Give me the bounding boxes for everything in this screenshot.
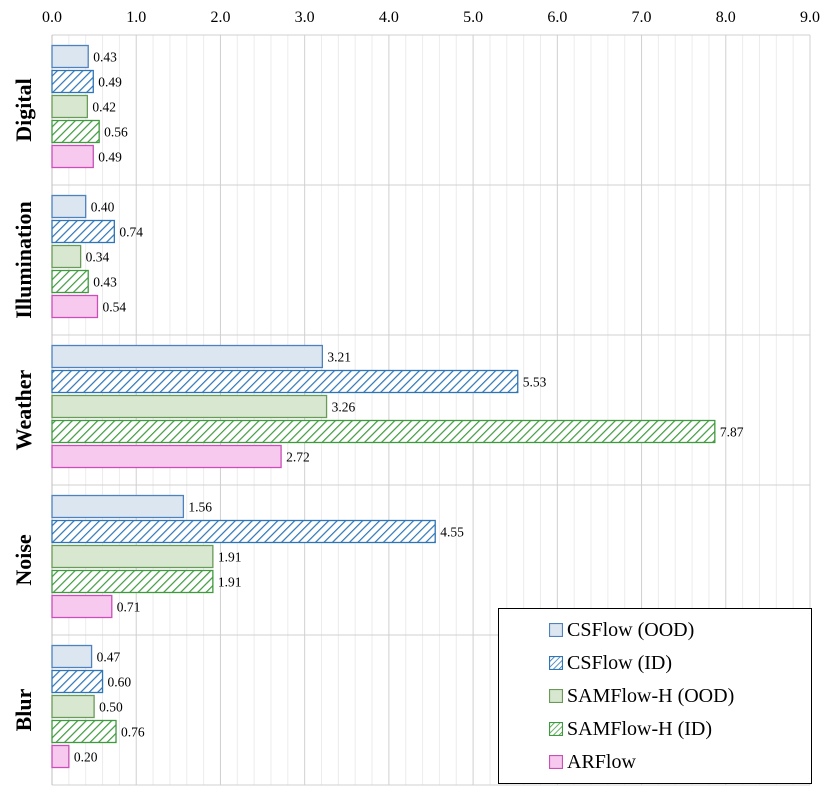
value-label: 0.56 xyxy=(104,125,128,140)
value-label: 0.43 xyxy=(93,50,117,65)
x-tick-label: 9.0 xyxy=(800,9,820,26)
bar-digital-series-2 xyxy=(51,94,89,119)
bar-noise-series-0 xyxy=(51,494,185,519)
bar-digital-series-3 xyxy=(51,119,100,144)
legend-swatch-csflow-id xyxy=(549,656,563,670)
value-label: 3.26 xyxy=(332,400,356,415)
bar-noise-series-3 xyxy=(51,569,214,594)
bar-weather-series-2 xyxy=(51,394,328,419)
value-label: 1.91 xyxy=(218,575,242,590)
legend-label-csflow-ood: CSFlow (OOD) xyxy=(567,618,695,641)
bar-weather-series-1 xyxy=(51,369,519,394)
x-tick-label: 4.0 xyxy=(379,9,399,26)
value-label: 0.34 xyxy=(86,250,110,265)
bar-blur-series-3 xyxy=(51,719,117,744)
x-tick-label: 2.0 xyxy=(210,9,230,26)
value-label: 0.40 xyxy=(91,200,115,215)
legend-label-samflow-h-ood: SAMFlow-H (OOD) xyxy=(567,684,735,707)
bar-digital-series-0 xyxy=(51,44,89,69)
legend-swatch-arflow xyxy=(549,755,563,769)
bar-blur-series-0 xyxy=(51,644,93,669)
bar-illumination-series-3 xyxy=(51,269,89,294)
value-label: 0.49 xyxy=(98,75,122,90)
bar-illumination-series-4 xyxy=(51,294,99,319)
bar-blur-series-2 xyxy=(51,694,95,719)
bar-illumination-series-2 xyxy=(51,244,82,269)
bar-noise-series-4 xyxy=(51,594,113,619)
legend-swatch-samflow-h-id xyxy=(549,722,563,736)
bar-illumination-series-1 xyxy=(51,219,115,244)
legend-swatch-samflow-h-ood xyxy=(549,689,563,703)
legend-label-samflow-h-id: SAMFlow-H (ID) xyxy=(567,717,712,740)
x-tick-label: 0.0 xyxy=(42,9,62,26)
x-axis-ticks: 0.0 1.0 2.0 3.0 4.0 5.0 6.0 7.0 8.0 9.0 xyxy=(42,9,820,26)
value-label: 5.53 xyxy=(523,375,547,390)
value-label: 0.20 xyxy=(74,750,98,765)
legend-item-csflow-ood: CSFlow (OOD) xyxy=(549,617,694,643)
legend-item-samflow-h-id: SAMFlow-H (ID) xyxy=(549,716,712,742)
value-label: 0.74 xyxy=(119,225,143,240)
bar-weather-series-0 xyxy=(51,344,324,369)
legend-item-csflow-id: CSFlow (ID) xyxy=(549,650,672,676)
x-tick-label: 3.0 xyxy=(295,9,315,26)
category-label-blur: Blur xyxy=(11,688,36,731)
bar-digital-series-4 xyxy=(51,144,94,169)
legend-item-samflow-h-ood: SAMFlow-H (OOD) xyxy=(549,683,734,709)
category-label-illumination: Illumination xyxy=(11,201,36,318)
legend-item-arflow: ARFlow xyxy=(549,749,636,775)
legend-label-arflow: ARFlow xyxy=(567,750,636,773)
category-label-weather: Weather xyxy=(11,369,36,450)
value-label: 0.43 xyxy=(93,275,117,290)
category-label-digital: Digital xyxy=(11,78,36,142)
value-labels: 0.43 0.49 0.42 0.56 0.49 0.40 0.74 0.34 0.43 0.54… xyxy=(74,50,744,765)
bars xyxy=(51,44,716,769)
bar-weather-series-4 xyxy=(51,444,282,469)
bar-blur-series-4 xyxy=(51,744,70,769)
legend-label-csflow-id: CSFlow (ID) xyxy=(567,651,673,674)
value-label: 7.87 xyxy=(720,425,744,440)
value-label: 1.56 xyxy=(188,500,212,515)
value-label: 0.47 xyxy=(97,650,121,665)
bar-illumination-series-0 xyxy=(51,194,87,219)
value-label: 2.72 xyxy=(286,450,310,465)
x-tick-label: 5.0 xyxy=(463,9,483,26)
bar-noise-series-2 xyxy=(51,544,214,569)
value-label: 3.21 xyxy=(327,350,351,365)
value-label: 1.91 xyxy=(218,550,242,565)
legend: CSFlow (OOD) CSFlow (ID) SAMFlow-H (OOD)… xyxy=(498,608,812,784)
category-label-noise: Noise xyxy=(11,534,36,586)
x-tick-label: 6.0 xyxy=(547,9,567,26)
bar-blur-series-1 xyxy=(51,669,104,694)
x-tick-label: 8.0 xyxy=(716,9,736,26)
bar-digital-series-1 xyxy=(51,69,94,94)
category-labels: Digital Illumination Weather Noise Blur xyxy=(11,78,36,731)
value-label: 4.55 xyxy=(440,525,464,540)
value-label: 0.60 xyxy=(108,675,132,690)
value-label: 0.54 xyxy=(102,300,126,315)
legend-swatch-csflow-ood xyxy=(549,623,563,637)
value-label: 0.42 xyxy=(92,100,116,115)
bar-noise-series-1 xyxy=(51,519,436,544)
value-label: 0.49 xyxy=(98,150,122,165)
value-label: 0.71 xyxy=(117,600,141,615)
x-tick-label: 7.0 xyxy=(632,9,652,26)
bar-weather-series-3 xyxy=(51,419,716,444)
value-label: 0.50 xyxy=(99,700,123,715)
x-tick-label: 1.0 xyxy=(126,9,146,26)
value-label: 0.76 xyxy=(121,725,145,740)
